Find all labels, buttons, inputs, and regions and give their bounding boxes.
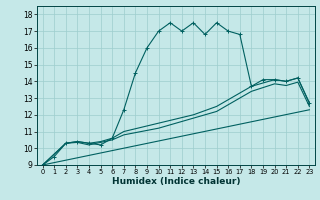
X-axis label: Humidex (Indice chaleur): Humidex (Indice chaleur): [112, 177, 240, 186]
